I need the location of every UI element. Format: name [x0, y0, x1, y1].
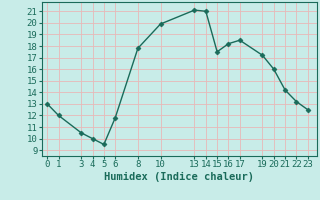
X-axis label: Humidex (Indice chaleur): Humidex (Indice chaleur) [104, 172, 254, 182]
